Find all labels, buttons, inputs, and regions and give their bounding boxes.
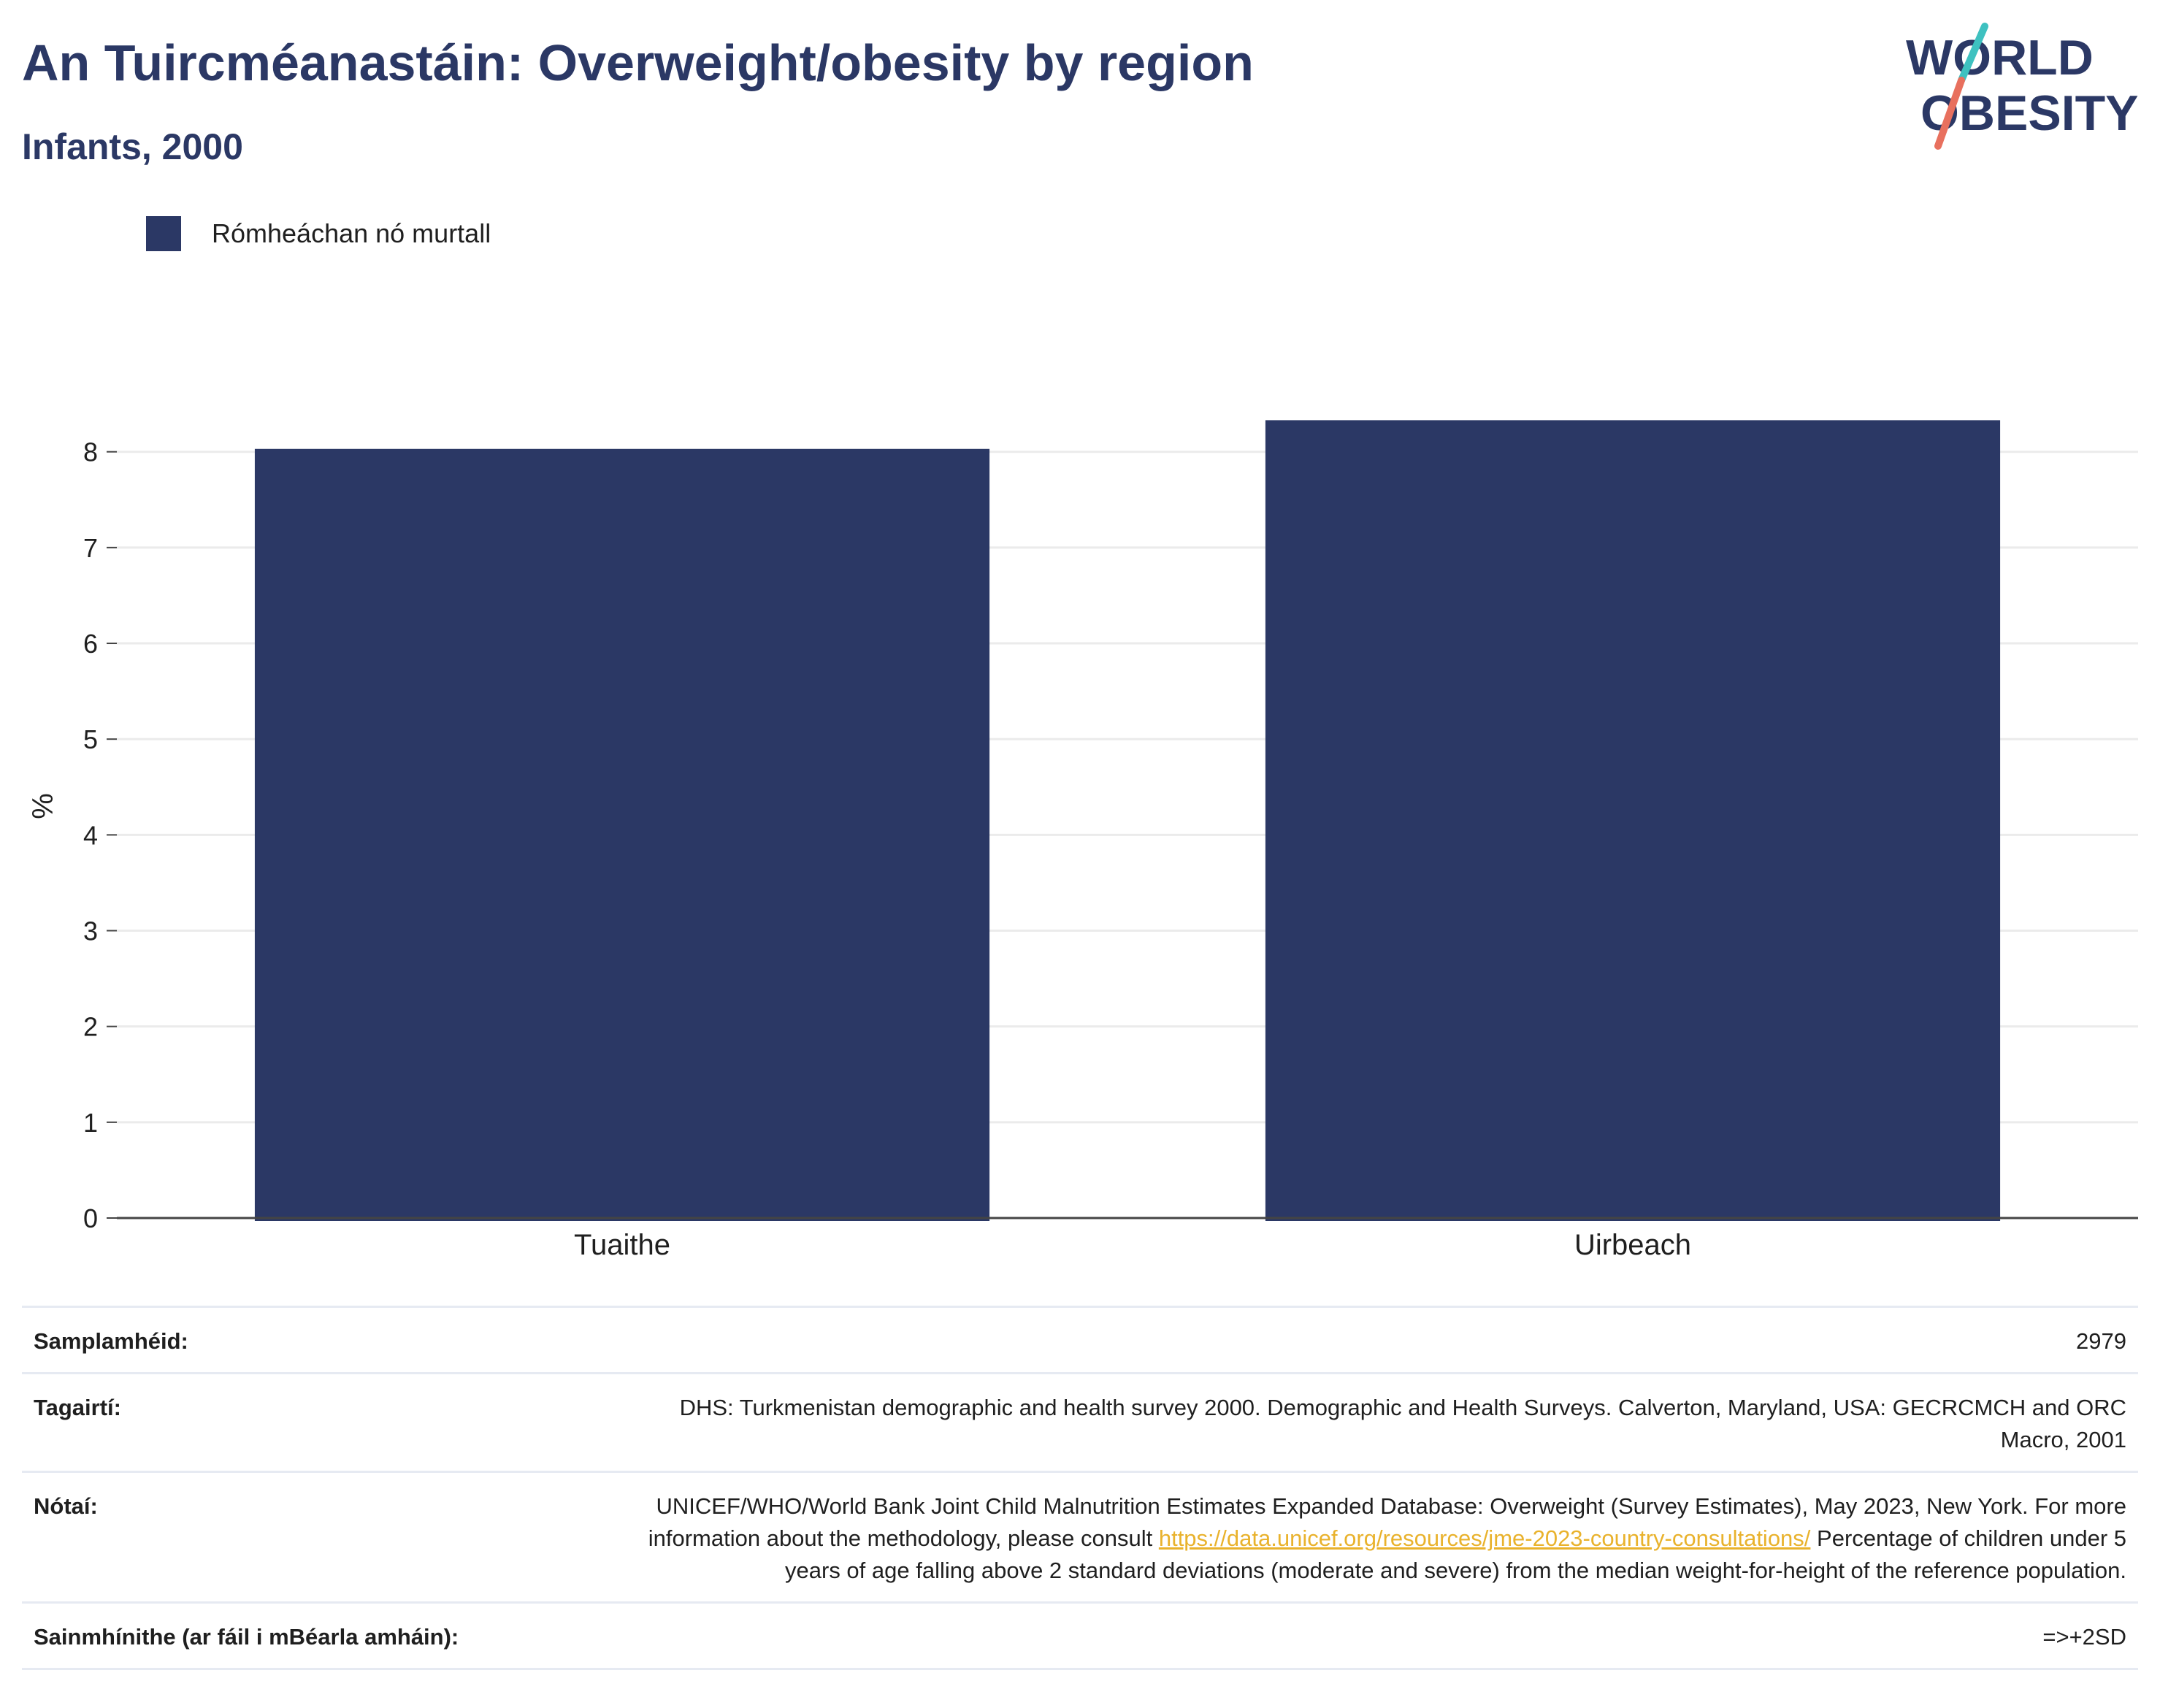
legend-swatch — [146, 216, 181, 251]
chart-title: An Tuircméanastáin: Overweight/obesity b… — [22, 34, 1254, 91]
y-tick-label: 7 — [83, 533, 98, 563]
chart-subtitle: Infants, 2000 — [22, 126, 243, 167]
bar-tuaithe — [254, 448, 990, 1221]
y-tick-label: 8 — [83, 437, 98, 467]
info-table: Samplamhéid: 2979 Tagairtí: DHS: Turkmen… — [22, 1306, 2138, 1670]
notes-definition: Percentage of children under 5 years of … — [785, 1525, 2126, 1583]
x-tick-label: Tuaithe — [574, 1229, 670, 1261]
logo-line-1: WORLD — [1906, 30, 2094, 85]
bar-uirbeach — [1265, 420, 2001, 1221]
y-tick-label: 5 — [83, 724, 98, 754]
methodology-link[interactable]: https://data.unicef.org/resources/jme-20… — [1158, 1525, 1811, 1551]
notes-label: Nótaí: — [34, 1493, 98, 1519]
references-label: Tagairtí: — [34, 1395, 121, 1420]
y-tick-label: 1 — [83, 1108, 98, 1138]
y-tick-label: 3 — [83, 916, 98, 946]
y-tick-label: 4 — [83, 820, 98, 850]
definitions-label: Sainmhínithe (ar fáil i mBéarla amháin): — [34, 1624, 459, 1650]
references-value: DHS: Turkmenistan demographic and health… — [679, 1395, 2126, 1452]
info-row-definitions: Sainmhínithe (ar fáil i mBéarla amháin):… — [22, 1601, 2138, 1670]
logo-slash-teal — [1958, 23, 1988, 84]
y-tick-label: 0 — [83, 1203, 98, 1233]
legend[interactable]: Rómheáchan nó murtall — [146, 216, 491, 251]
definitions-value: =>+2SD — [2042, 1624, 2126, 1650]
notes-value: UNICEF/WHO/World Bank Joint Child Malnut… — [608, 1490, 2126, 1587]
y-tick-label: 6 — [83, 629, 98, 659]
sample-label: Samplamhéid: — [34, 1328, 188, 1354]
info-row-references: Tagairtí: DHS: Turkmenistan demographic … — [22, 1372, 2138, 1471]
y-tick-label: 2 — [83, 1012, 98, 1042]
y-axis-label: % — [27, 793, 59, 819]
world-obesity-logo: WORLD OBESITY — [1906, 23, 2139, 150]
bar-chart: 0 1 2 3 4 5 6 7 8% Tuaithe Uirbeach — [27, 420, 2138, 1261]
x-tick-label: Uirbeach — [1574, 1229, 1691, 1261]
logo-slash-coral — [1934, 77, 1965, 150]
info-row-notes: Nótaí: UNICEF/WHO/World Bank Joint Child… — [22, 1471, 2138, 1601]
info-row-sample: Samplamhéid: 2979 — [22, 1306, 2138, 1372]
notes-text: UNICEF/WHO/World Bank Joint Child Malnut… — [648, 1493, 2126, 1551]
sample-value: 2979 — [2076, 1328, 2126, 1354]
legend-label: Rómheáchan nó murtall — [212, 218, 491, 248]
